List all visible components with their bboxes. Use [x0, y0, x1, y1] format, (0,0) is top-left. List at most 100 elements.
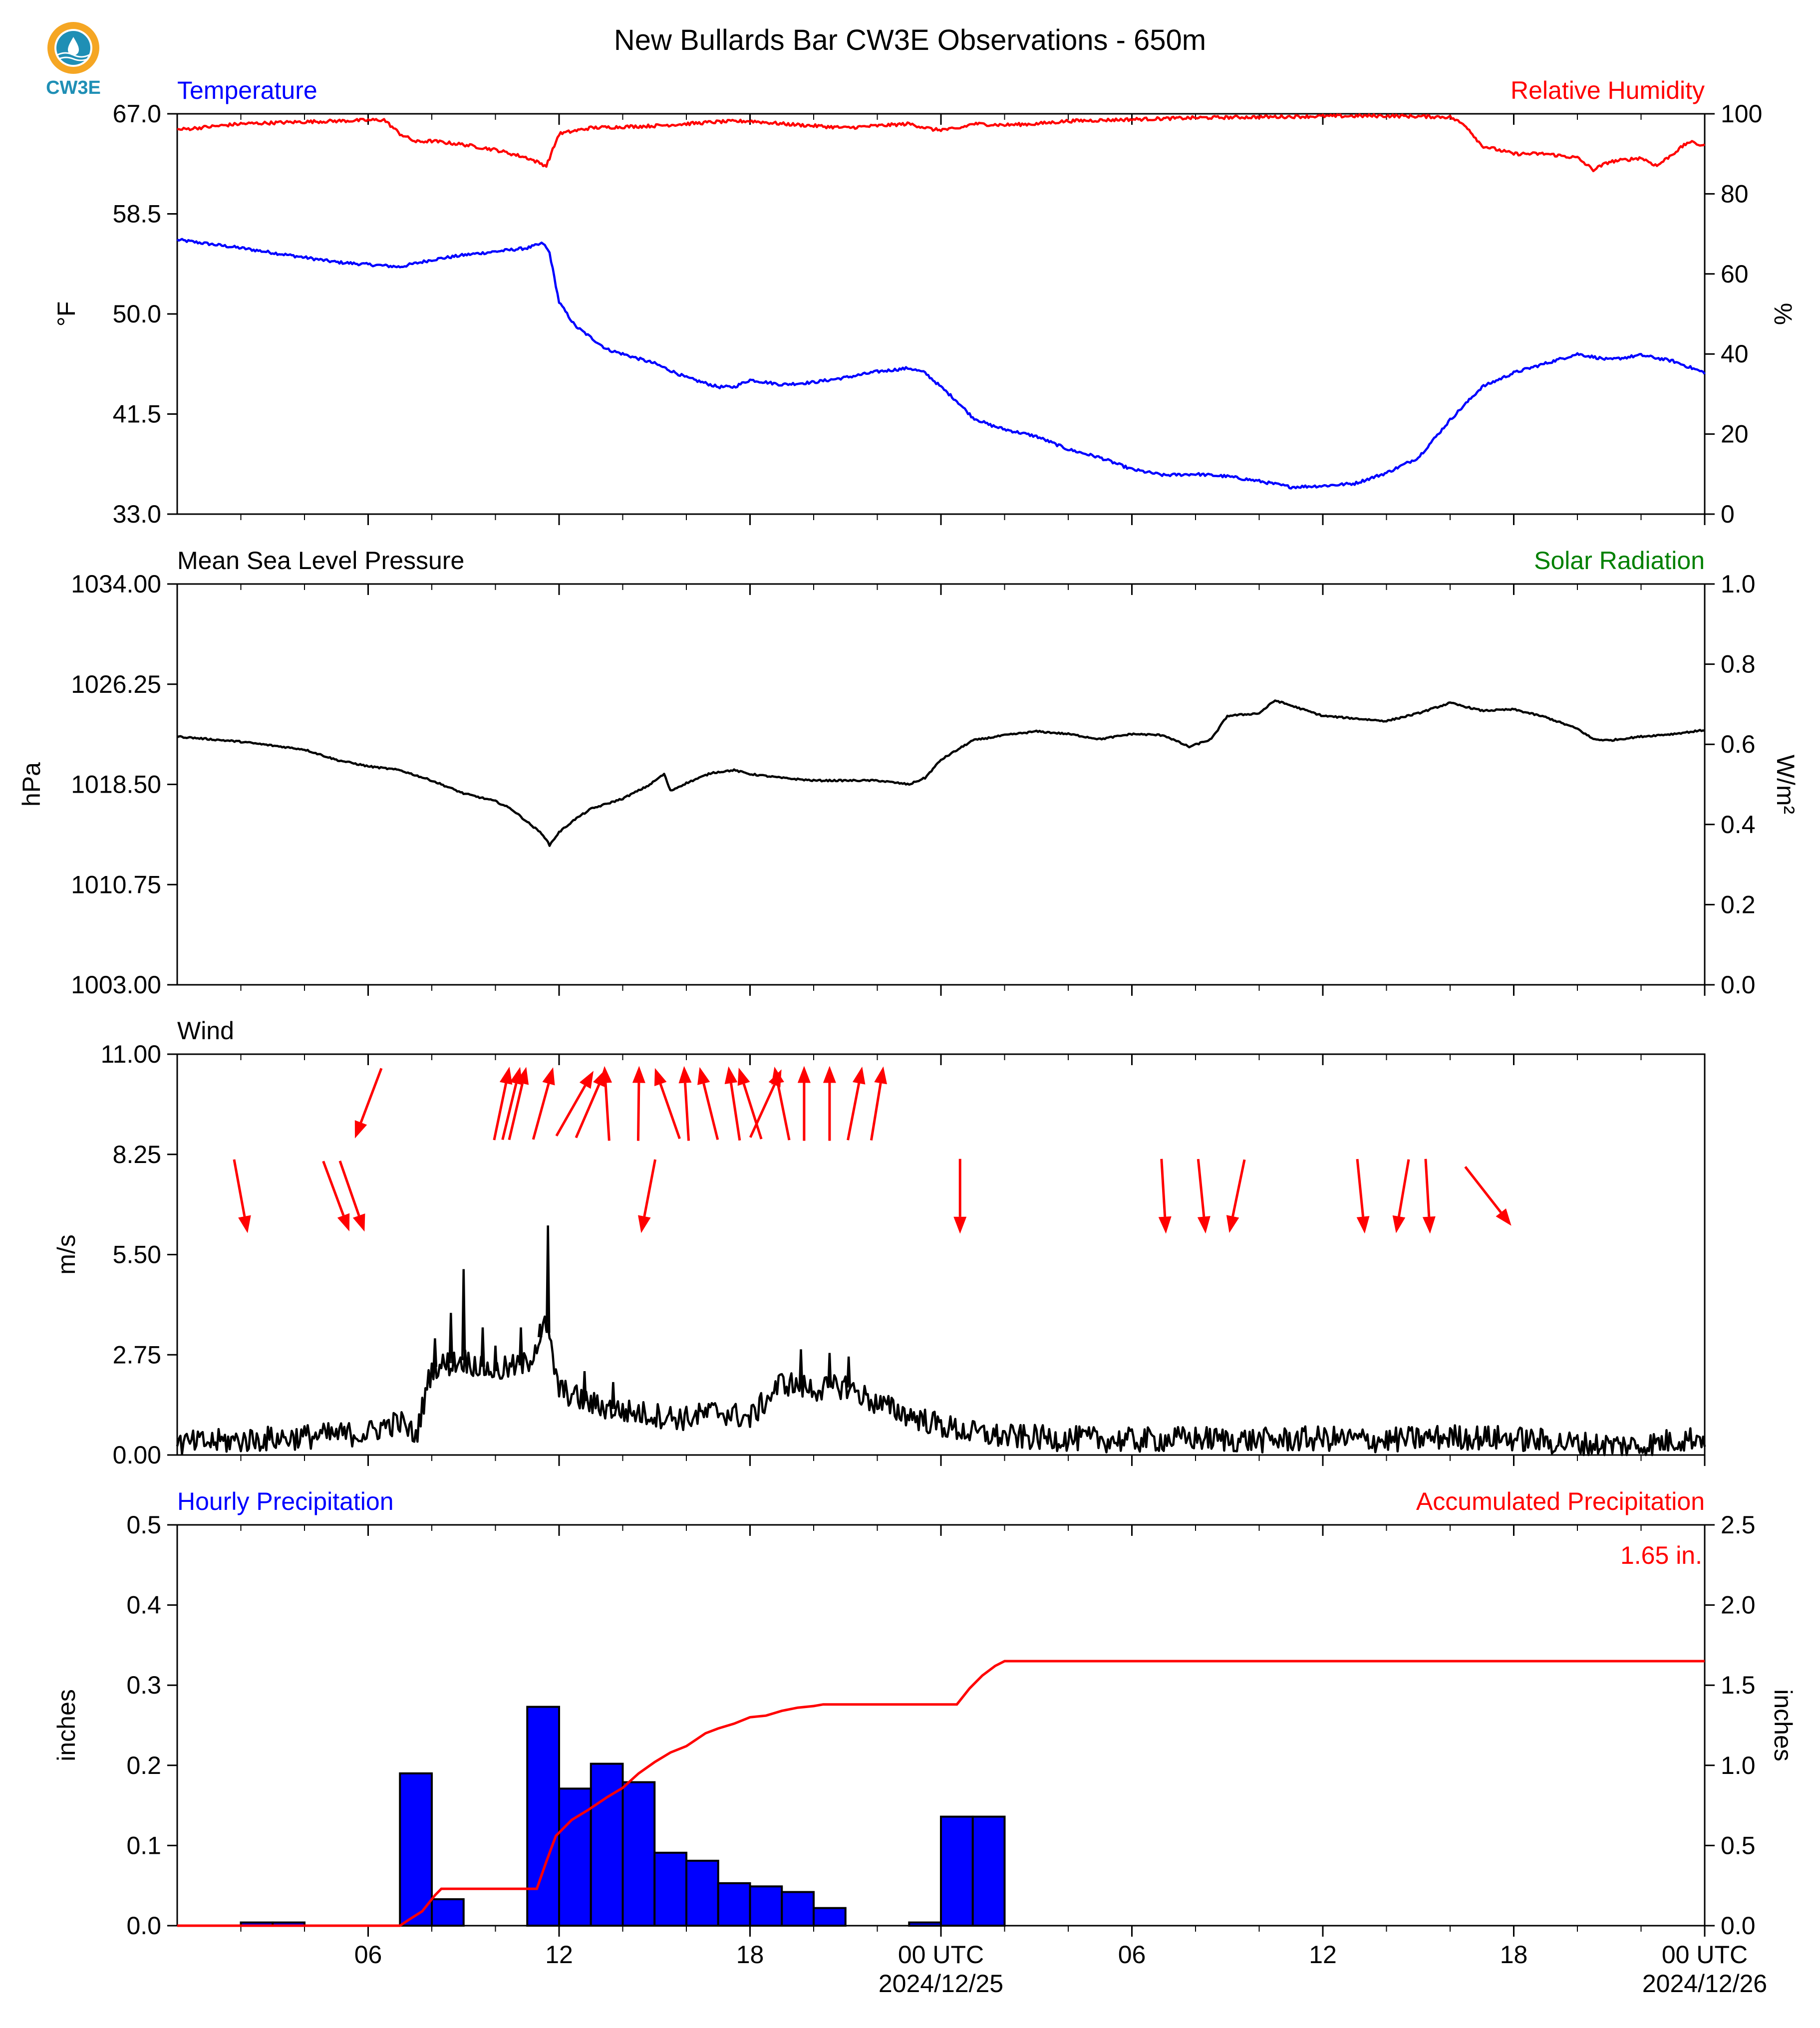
- precip-bar: [558, 1787, 592, 1927]
- precip-bar: [749, 1885, 783, 1927]
- precip-bar: [813, 1907, 847, 1927]
- y-tick-label-left: 0.3: [126, 1671, 161, 1699]
- cw3e-logo: CW3E: [31, 19, 116, 104]
- wind-arrow-head: [874, 1066, 887, 1085]
- wind-direction-arrow: [1231, 1159, 1246, 1217]
- wind-gust-spike: [480, 1327, 485, 1367]
- y-tick-label-right: 80: [1721, 180, 1749, 208]
- wind-gust-spike: [432, 1338, 438, 1367]
- wind-arrow-head: [678, 1066, 692, 1084]
- y-tick-label-left: 0.2: [126, 1751, 161, 1779]
- precip-bar: [717, 1882, 751, 1927]
- wind-arrow-head: [599, 1066, 612, 1084]
- series-line-0: [176, 1315, 1706, 1456]
- panel-title-left: Wind: [177, 1017, 234, 1045]
- logo-drop-icon: [68, 37, 79, 55]
- panel-title-right: Solar Radiation: [1534, 547, 1705, 575]
- y-tick-label-left: 1018.50: [71, 771, 161, 799]
- wind-gust-spike: [846, 1356, 851, 1388]
- x-tick-label: 00 UTC: [898, 1941, 984, 1969]
- wind-arrow-head: [1392, 1215, 1406, 1233]
- x-tick-label: 18: [736, 1941, 764, 1969]
- y-tick-label-left: 1026.25: [71, 670, 161, 698]
- panel-title-right: Accumulated Precipitation: [1416, 1487, 1705, 1515]
- y-tick-label-left: 33.0: [113, 500, 161, 528]
- wind-arrow-head: [1197, 1216, 1211, 1234]
- y-tick-label-right: 40: [1721, 340, 1749, 368]
- y-tick-label-right: 0: [1721, 500, 1735, 528]
- wind-arrow-head: [697, 1067, 710, 1085]
- y-tick-label-right: 0.8: [1721, 650, 1756, 678]
- wind-arrow-head: [823, 1066, 836, 1083]
- y-tick-label-left: 0.1: [126, 1831, 161, 1859]
- y-tick-label-right: 1.5: [1721, 1671, 1756, 1699]
- wind-direction-arrow: [233, 1159, 246, 1217]
- wind-gust-spike: [448, 1313, 454, 1364]
- precip-bar: [526, 1706, 560, 1927]
- series-line-1: [177, 113, 1706, 173]
- precip-bar: [781, 1891, 815, 1927]
- precip-bar: [399, 1772, 433, 1927]
- y-tick-label-right: 0.0: [1721, 1912, 1756, 1940]
- chart-title: New Bullards Bar CW3E Observations - 650…: [614, 24, 1206, 56]
- precip-bar: [431, 1898, 465, 1927]
- y-tick-label-left: 0.00: [113, 1441, 161, 1469]
- wind-direction-arrow: [1197, 1159, 1206, 1217]
- wind-direction-arrow: [1398, 1159, 1410, 1217]
- wind-arrow-head: [1422, 1216, 1436, 1234]
- precip-bar: [908, 1921, 942, 1927]
- y-tick-label-left: 1010.75: [71, 870, 161, 898]
- cw3e-logo-mark: CW3E: [46, 22, 101, 98]
- y-tick-label-left: 1034.00: [71, 570, 161, 598]
- wind-direction-arrow: [555, 1085, 587, 1137]
- wind-arrow-head: [499, 1067, 513, 1085]
- logo-text: CW3E: [46, 77, 101, 98]
- wind-arrow-head: [852, 1066, 866, 1085]
- y-tick-label-left: 41.5: [113, 400, 161, 428]
- accumulated-precip-line: [177, 1660, 1705, 1927]
- y-tick-label-right: 2.0: [1721, 1591, 1756, 1619]
- panel-title-left: Hourly Precipitation: [177, 1487, 394, 1515]
- wind-arrow-head: [542, 1067, 555, 1086]
- panel-pressure_solar: Mean Sea Level Pressure Solar Radiation 10…: [17, 547, 1800, 999]
- wind-direction-arrow: [847, 1083, 861, 1141]
- precip-bar: [940, 1815, 974, 1927]
- panel-title-left: Temperature: [177, 76, 317, 104]
- precip-bar: [685, 1859, 719, 1927]
- wind-direction-arrow: [1424, 1159, 1431, 1217]
- wind-direction-arrow: [749, 1084, 776, 1138]
- wind-gust-spike: [518, 1327, 524, 1366]
- plot-frame: [176, 113, 1706, 515]
- wind-direction-arrow: [508, 1083, 524, 1141]
- series-line-0: [176, 699, 1705, 847]
- wind-direction-arrow: [870, 1083, 882, 1141]
- y-axis-label-right: inches: [1769, 1689, 1797, 1761]
- y-tick-label-right: 0.5: [1721, 1831, 1756, 1859]
- panel-title-left: Mean Sea Level Pressure: [177, 547, 464, 575]
- wind-direction-arrow: [1160, 1159, 1167, 1217]
- precip-bar: [621, 1781, 656, 1927]
- y-tick-label-right: 100: [1721, 100, 1762, 128]
- wind-arrow-head: [1226, 1215, 1239, 1233]
- wind-arrow-head: [797, 1066, 811, 1083]
- wind-gust-spike: [461, 1269, 466, 1361]
- panel-wind: Wind 0.00 2.75 5.50 8.25 11.00 m/s: [52, 1017, 1706, 1469]
- wind-direction-arrow: [501, 1083, 518, 1141]
- y-tick-label-right: 60: [1721, 260, 1749, 288]
- wind-gust-spike: [545, 1225, 551, 1333]
- y-tick-label-left: 2.75: [113, 1341, 161, 1369]
- x-date-label: 2024/12/25: [879, 1970, 1003, 1998]
- wind-arrow-head: [953, 1216, 967, 1234]
- wind-arrow-head: [632, 1066, 645, 1083]
- y-tick-label-right: 0.2: [1721, 890, 1756, 918]
- wind-direction-arrow: [702, 1083, 719, 1140]
- y-tick-label-left: 58.5: [113, 200, 161, 228]
- wind-gust-spike: [610, 1382, 616, 1410]
- y-tick-label-left: 0.5: [126, 1511, 161, 1539]
- wind-direction-arrow: [1464, 1166, 1502, 1213]
- wind-arrow-head: [654, 1068, 667, 1087]
- y-tick-label-right: 2.5: [1721, 1511, 1756, 1539]
- wind-direction-arrow: [742, 1083, 763, 1140]
- plot-frame: [176, 583, 1706, 986]
- y-axis-label-left: inches: [52, 1689, 80, 1761]
